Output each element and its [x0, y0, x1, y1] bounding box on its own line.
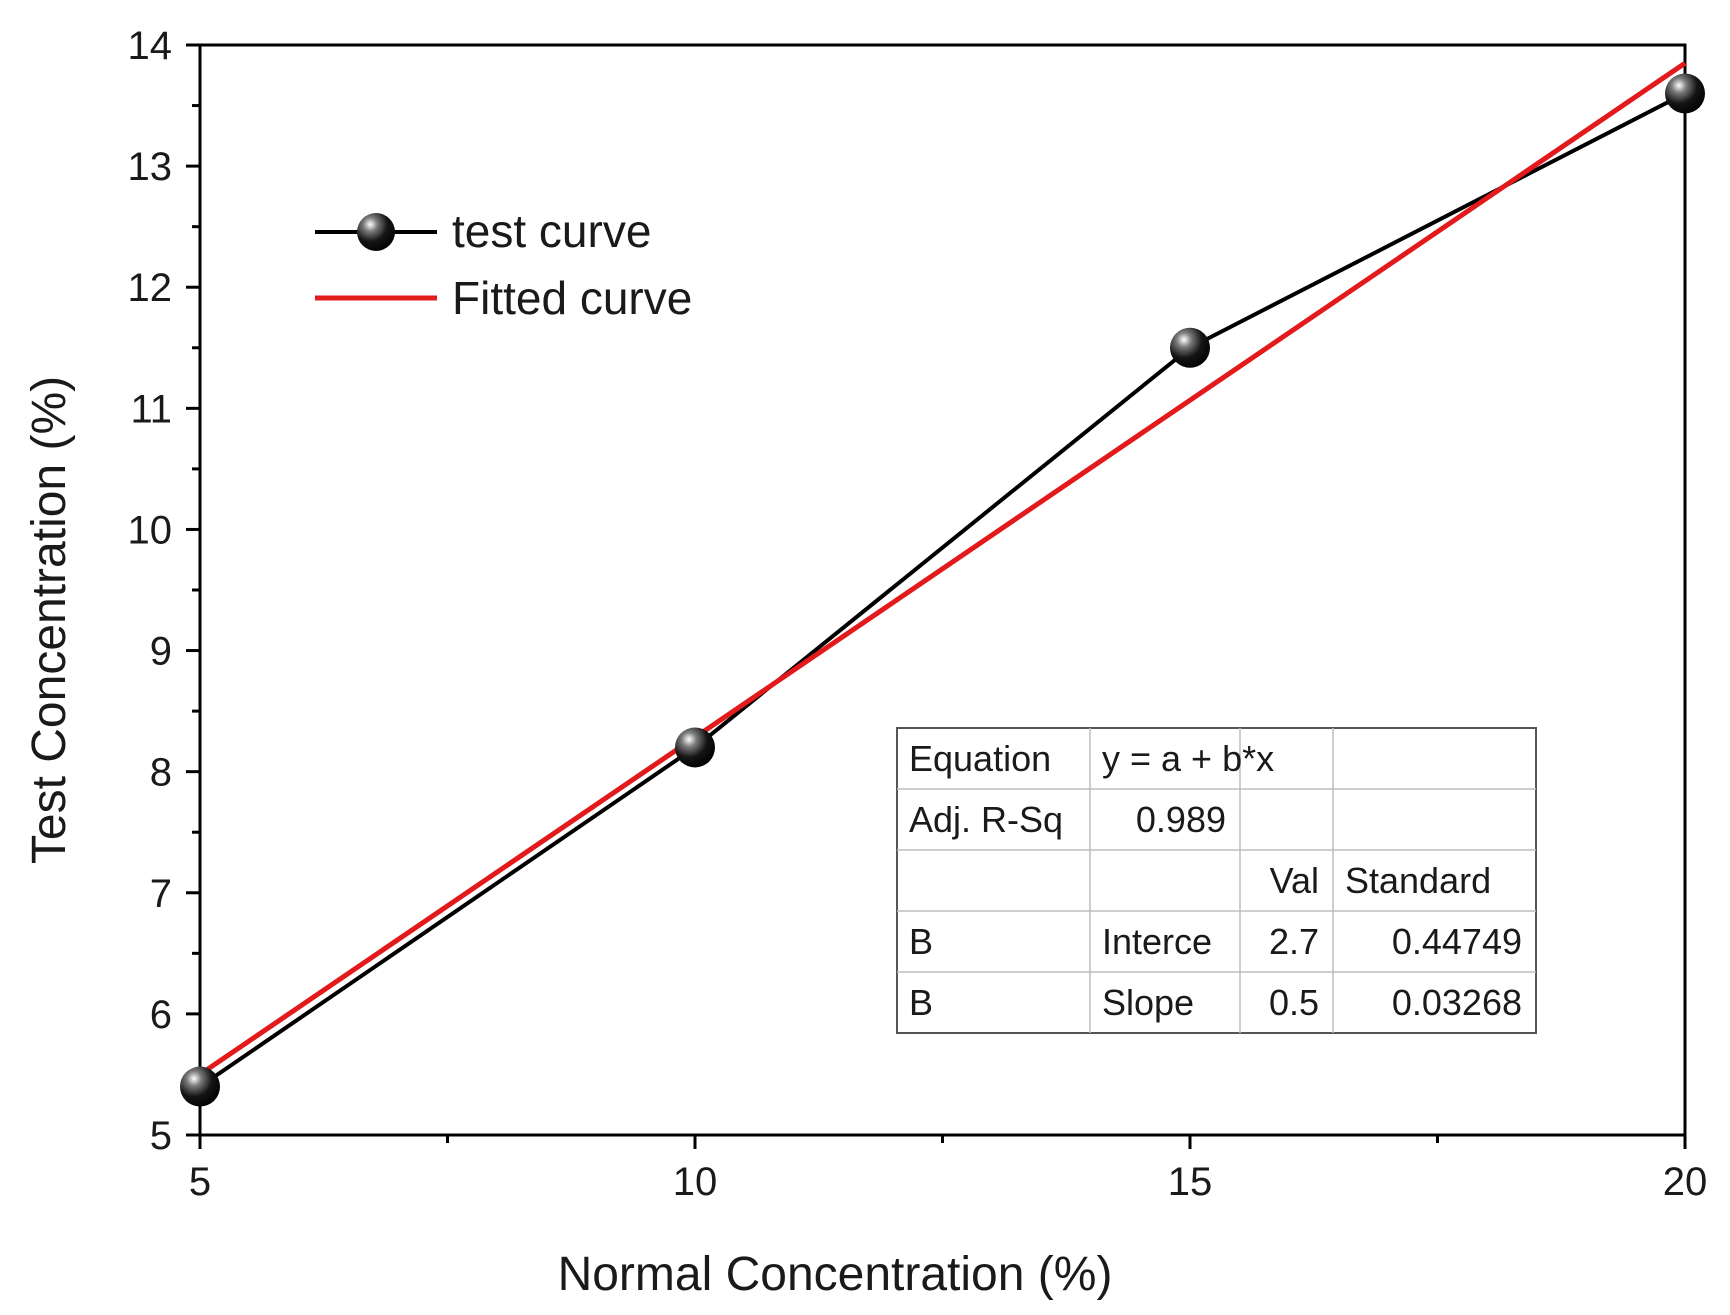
x-tick-label: 10: [673, 1160, 718, 1204]
y-tick-label: 8: [150, 751, 172, 795]
fitted-curve-line: [198, 61, 1687, 1077]
fit-table-cell: Equation: [909, 738, 1051, 779]
fit-table-cell: B: [909, 982, 933, 1023]
fit-table-cell: 0.5: [1269, 982, 1319, 1023]
fit-table-cell: 0.44749: [1392, 921, 1522, 962]
fit-table-cell: Slope: [1102, 982, 1194, 1023]
x-axis-title: Normal Concentration (%): [558, 1248, 1113, 1301]
y-tick-label: 6: [150, 993, 172, 1037]
fit-table-frame: [896, 727, 1537, 1034]
fit-table-cell: y = a + b*x: [1102, 738, 1274, 779]
fit-table-cell: Adj. R-Sq: [909, 799, 1063, 840]
y-tick-label: 13: [128, 145, 173, 189]
series-layer: [180, 61, 1705, 1107]
y-tick-label: 10: [128, 508, 173, 552]
test-curve-line: [198, 91, 1686, 1089]
test-curve-point: [1170, 327, 1210, 368]
test-curve-point: [180, 1066, 220, 1107]
x-tick-label: 20: [1663, 1160, 1708, 1204]
y-tick-label: 14: [128, 24, 173, 68]
test-curve-point: [1665, 73, 1705, 114]
fit-table-cell: 0.989: [1136, 799, 1226, 840]
y-tick-label: 9: [150, 630, 172, 674]
fit-table-cell: 0.03268: [1392, 982, 1522, 1023]
x-tick-label: 5: [189, 1160, 211, 1204]
axes-ticks: 5 10 15 20 5 6 7 8 9 10 11 12 13 14: [128, 24, 1708, 1204]
legend: test curve Fitted curve: [315, 205, 692, 324]
legend-fitted-curve-label: Fitted curve: [452, 272, 692, 324]
fit-table-cell: Standard: [1345, 860, 1491, 901]
fit-table-cell: Interce: [1102, 921, 1212, 962]
fit-table-cell: B: [909, 921, 933, 962]
test-curve-point: [675, 727, 715, 768]
fit-table-cell: 2.7: [1269, 921, 1319, 962]
y-tick-label: 7: [150, 872, 172, 916]
y-tick-label: 11: [130, 387, 172, 431]
fit-table: Equation y = a + b*x Adj. R-Sq 0.989 Val Stan…: [896, 727, 1537, 1034]
y-axis-title: Test Concentration (%): [23, 376, 76, 864]
y-tick-label: 12: [128, 266, 173, 310]
y-tick-label: 5: [150, 1114, 172, 1158]
legend-test-curve-label: test curve: [452, 205, 651, 257]
fit-table-cell: Val: [1270, 860, 1319, 901]
x-tick-label: 15: [1168, 1160, 1213, 1204]
legend-test-curve-marker: [357, 213, 395, 251]
